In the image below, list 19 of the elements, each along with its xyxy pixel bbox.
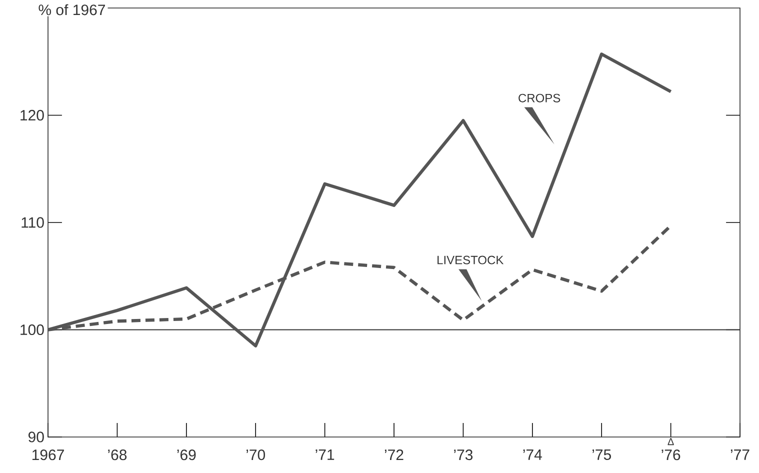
y-tick-label: 120 (20, 110, 44, 121)
x-tick-label: ’73 (454, 450, 473, 460)
x-tick-label: ’76 (662, 450, 680, 460)
y-tick-label: 110 (22, 217, 44, 228)
y-axis-title: % of 1967 (38, 4, 105, 16)
x-tick-label: ’71 (316, 450, 334, 460)
y-tick-label: 90 (28, 432, 44, 442)
x-tick-label: ’70 (246, 450, 266, 460)
x-tick-label: ’72 (384, 450, 404, 460)
x-tick-label: ’74 (523, 450, 542, 460)
x-tick-label: ’75 (592, 450, 611, 460)
x-tick-label: ’69 (177, 450, 196, 460)
y-tick-label: 100 (20, 324, 44, 336)
series-label: LIVESTOCK (438, 256, 504, 264)
x-tick-label: ’68 (108, 450, 127, 460)
x-tick-label: 1967 (32, 450, 64, 460)
series-label: CROPS (518, 94, 560, 102)
text: Δ (668, 438, 674, 446)
x-tick-label: ’77 (730, 450, 750, 460)
